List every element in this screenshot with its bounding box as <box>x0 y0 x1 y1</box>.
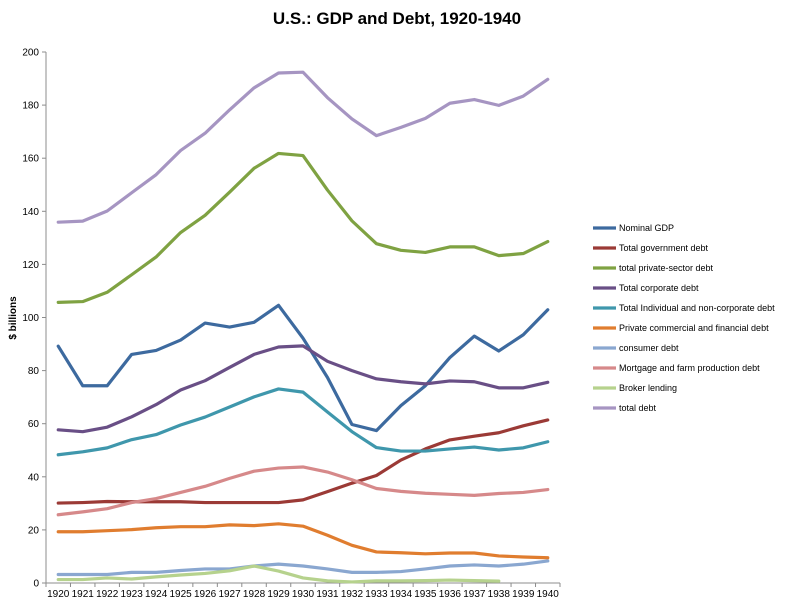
x-tick-label: 1937 <box>463 589 486 600</box>
series-line-8 <box>56 564 501 584</box>
legend-label: total debt <box>619 403 657 413</box>
x-tick-label: 1925 <box>169 589 192 600</box>
series-line-0 <box>56 303 550 433</box>
x-tick-label: 1922 <box>96 589 119 600</box>
x-tick-label: 1932 <box>341 589 364 600</box>
series-line-6 <box>56 559 550 577</box>
x-tick-label: 1931 <box>316 589 339 600</box>
legend-label: Mortgage and farm production debt <box>619 363 760 373</box>
y-tick-label: 60 <box>28 419 40 430</box>
x-tick-label: 1924 <box>145 589 168 600</box>
x-tick-label: 1933 <box>365 589 388 600</box>
series-line-1 <box>56 418 550 505</box>
y-tick-label: 80 <box>28 366 40 377</box>
x-tick-label: 1923 <box>121 589 144 600</box>
x-tick-label: 1920 <box>47 589 70 600</box>
y-tick-label: 0 <box>33 579 39 590</box>
x-tick-label: 1939 <box>512 589 535 600</box>
x-tick-label: 1927 <box>218 589 241 600</box>
x-tick-label: 1926 <box>194 589 217 600</box>
y-tick-label: 100 <box>22 313 39 324</box>
legend-label: consumer debt <box>619 343 679 353</box>
chart-title: U.S.: GDP and Debt, 1920-1940 <box>273 9 521 28</box>
y-tick-label: 160 <box>22 154 39 165</box>
legend-label: Total Individual and non-corporate debt <box>619 303 775 313</box>
series-line-9 <box>56 70 550 224</box>
y-tick-label: 140 <box>22 207 39 218</box>
legend-label: Broker lending <box>619 383 677 393</box>
legend-label: Total corporate debt <box>619 283 699 293</box>
y-tick-label: 200 <box>22 48 39 59</box>
series-line-5 <box>56 522 550 560</box>
x-tick-label: 1928 <box>243 589 266 600</box>
series-line-4 <box>56 387 550 457</box>
x-tick-label: 1936 <box>439 589 462 600</box>
legend-label: Total government debt <box>619 243 709 253</box>
y-axis-label: $ billions <box>8 296 19 340</box>
y-tick-label: 180 <box>22 101 39 112</box>
x-tick-label: 1929 <box>267 589 290 600</box>
plot-lines <box>56 70 550 584</box>
y-tick-label: 120 <box>22 260 39 271</box>
x-tick-label: 1935 <box>414 589 437 600</box>
series-line-3 <box>56 344 550 434</box>
series-line-7 <box>56 465 550 517</box>
x-tick-label: 1940 <box>537 589 560 600</box>
y-tick-label: 20 <box>28 525 40 536</box>
legend-label: Nominal GDP <box>619 223 674 233</box>
series-line-2 <box>56 151 550 304</box>
legend-label: total private-sector debt <box>619 263 714 273</box>
x-tick-label: 1934 <box>390 589 413 600</box>
legend-label: Private commercial and financial debt <box>619 323 769 333</box>
x-tick-label: 1930 <box>292 589 315 600</box>
x-tick-label: 1938 <box>488 589 511 600</box>
x-tick-label: 1921 <box>72 589 95 600</box>
legend: Nominal GDP Total government debt total pr… <box>593 223 775 413</box>
y-tick-label: 40 <box>28 472 40 483</box>
